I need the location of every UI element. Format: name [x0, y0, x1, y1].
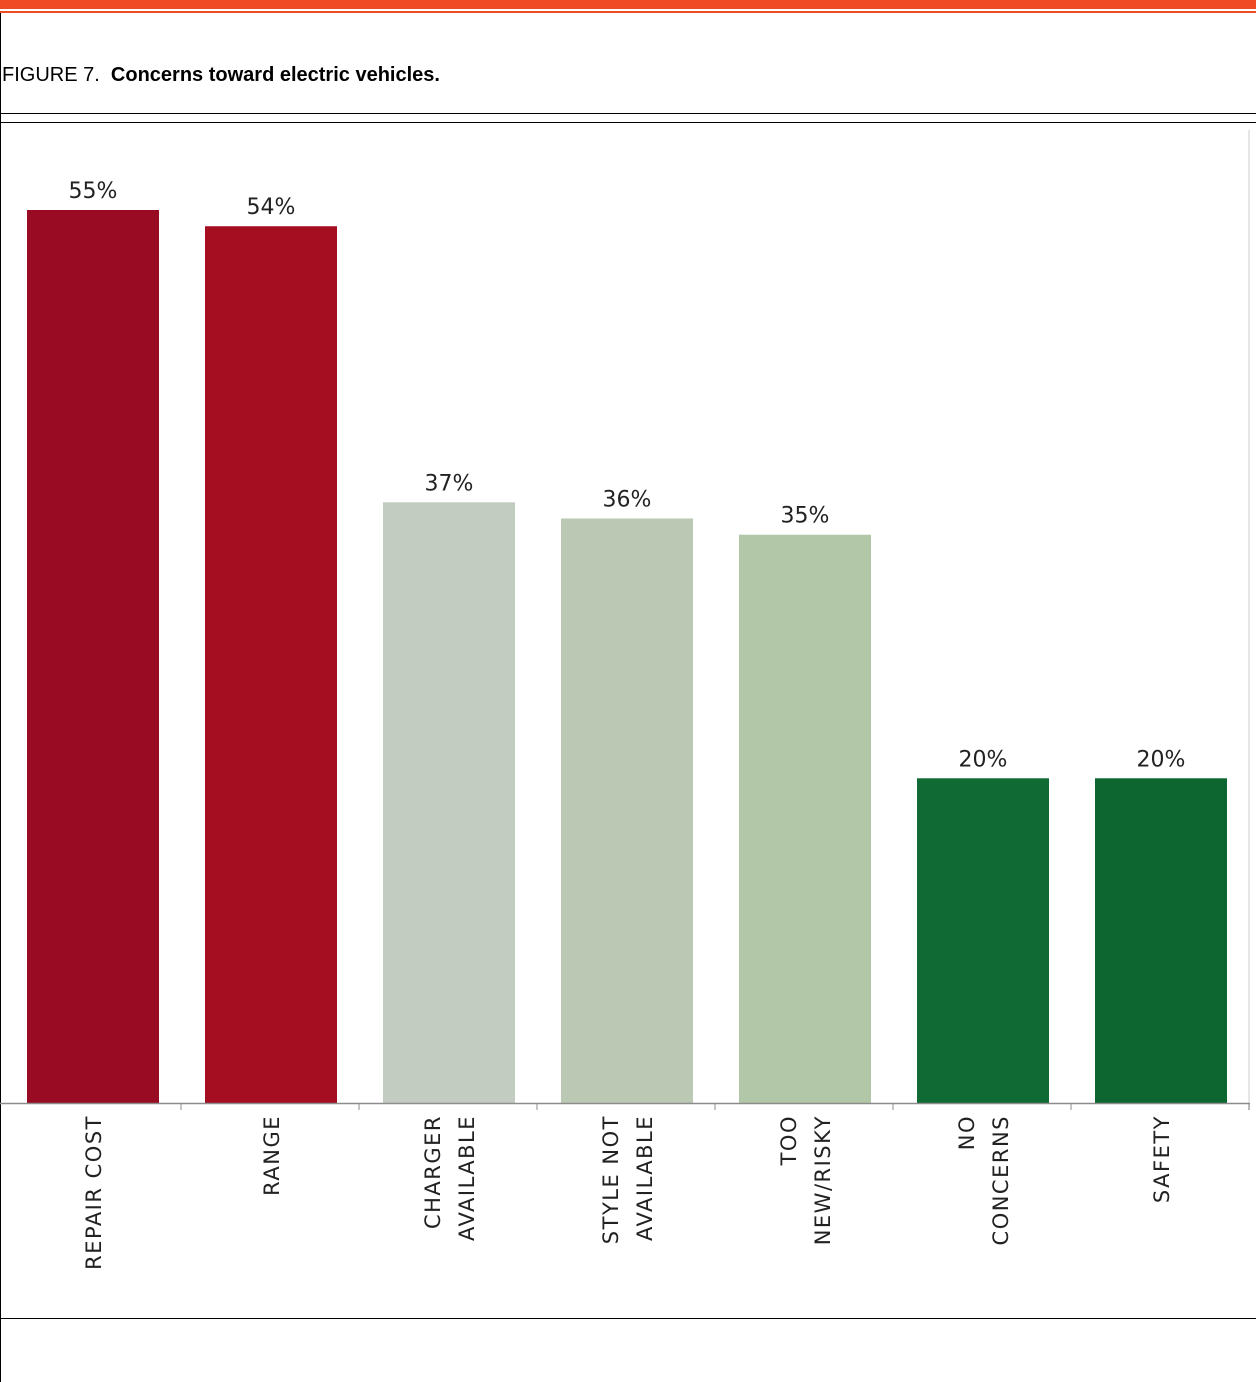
category-label-line: NEW/RISKY [811, 1115, 835, 1245]
category-label-5: NO CONCERNS [955, 1115, 1013, 1245]
chart-bottom-border [0, 1318, 1256, 1319]
category-label-line: AVAILABLE [633, 1115, 657, 1241]
bar-value-label-1: 54% [247, 195, 296, 220]
category-label-0: REPAIR COST [82, 1115, 106, 1270]
category-label-line: CHARGER [421, 1115, 445, 1229]
bar-value-label-4: 35% [781, 504, 830, 529]
category-label-line: RANGE [260, 1115, 284, 1196]
bar-6 [1095, 778, 1227, 1103]
category-label-line: REPAIR COST [82, 1115, 106, 1270]
category-label-line: TOO [777, 1115, 801, 1166]
figure-frame-left [0, 13, 1, 1382]
bar-value-label-0: 55% [69, 179, 118, 204]
bar-value-label-6: 20% [1137, 747, 1186, 772]
bar-5 [917, 778, 1049, 1103]
figure-title: Concerns toward electric vehicles. [110, 64, 440, 86]
bar-0 [27, 210, 159, 1103]
bar-value-label-5: 20% [959, 747, 1008, 772]
chart-right-edge [1248, 130, 1250, 1110]
category-label-2: CHARGER AVAILABLE [421, 1115, 479, 1241]
category-label-6: SAFETY [1150, 1115, 1174, 1203]
chart-top-border [0, 122, 1256, 123]
figure-number: FIGURE 7. [2, 64, 100, 86]
category-label-3: STYLE NOT AVAILABLE [599, 1115, 657, 1244]
bar-2 [383, 502, 515, 1104]
top-accent-line [0, 11, 1256, 13]
bar-value-label-2: 37% [425, 471, 474, 496]
figure-caption: FIGURE 7. Concerns toward electric vehic… [2, 64, 440, 87]
category-label-line: SAFETY [1150, 1115, 1174, 1203]
category-label-1: RANGE [260, 1115, 284, 1196]
caption-divider [0, 113, 1256, 114]
bar-3 [561, 518, 693, 1103]
category-label-4: TOO NEW/RISKY [777, 1115, 835, 1245]
bar-value-label-3: 36% [603, 487, 652, 512]
bar-4 [739, 534, 871, 1103]
top-accent-bar [0, 0, 1256, 9]
category-label-line: STYLE NOT [599, 1115, 623, 1244]
category-label-line: CONCERNS [989, 1115, 1013, 1245]
category-label-line: AVAILABLE [455, 1115, 479, 1241]
bar-1 [205, 226, 337, 1104]
category-label-line: NO [955, 1115, 979, 1150]
